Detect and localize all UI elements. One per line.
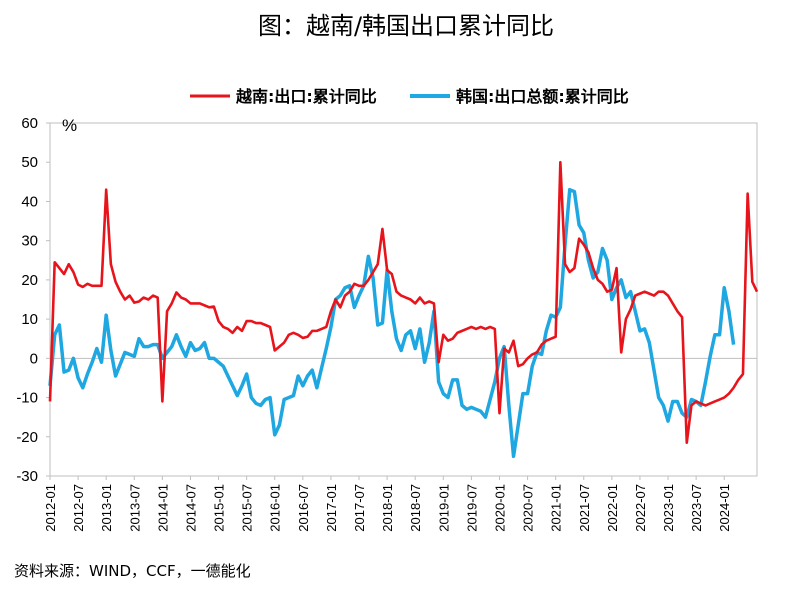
chart-title: 图：越南/韩国出口累计同比: [257, 12, 555, 40]
x-tick-label: 2014-07: [183, 484, 198, 532]
x-tick-label: 2020-07: [521, 484, 536, 532]
x-tick-label: 2018-07: [408, 484, 423, 532]
x-tick-label: 2020-01: [492, 484, 507, 532]
source-note: 资料来源：WIND，CCF，一德能化: [14, 562, 251, 580]
y-tick-label: -20: [16, 429, 38, 446]
y-tick-label: 10: [21, 311, 38, 328]
legend-label-korea: 韩国:出口总额:累计同比: [456, 87, 629, 106]
chart-series: [48, 160, 759, 459]
legend-label-vietnam: 越南:出口:累计同比: [235, 87, 377, 106]
x-tick-label: 2019-01: [436, 484, 451, 532]
x-tick-label: 2013-01: [99, 484, 114, 532]
x-tick-label: 2023-01: [661, 484, 676, 532]
chart-axes: 60 50 40 30 20 10 0 -10 -20 -30% 2012-01 2012-07 201…: [16, 115, 758, 532]
x-tick-label: 2022-07: [633, 484, 648, 532]
plot-frame: [49, 122, 758, 477]
x-tick-label: 2015-01: [212, 484, 227, 532]
y-tick-label: -10: [16, 390, 38, 407]
y-tick-label: -30: [16, 468, 38, 485]
x-tick-label: 2016-01: [268, 484, 283, 532]
x-tick-label: 2014-01: [155, 484, 170, 532]
y-tick-label: 50: [21, 154, 38, 171]
series-line-korea: [48, 187, 736, 459]
y-tick-label: 40: [21, 193, 38, 210]
y-tick-label: 30: [21, 233, 38, 250]
x-tick-label: 2013-07: [127, 484, 142, 532]
y-tick-label: 60: [21, 115, 38, 132]
x-tick-label: 2017-07: [352, 484, 367, 532]
series-line-vietnam: [48, 160, 759, 444]
x-tick-label: 2022-01: [605, 484, 620, 532]
x-tick-label: 2021-01: [549, 484, 564, 532]
x-tick-label: 2019-07: [464, 484, 479, 532]
chart-legend: 越南:出口:累计同比 韩国:出口总额:累计同比: [190, 87, 629, 106]
x-tick-label: 2012-01: [43, 484, 58, 532]
y-tick-label: 20: [21, 272, 38, 289]
x-tick-label: 2021-07: [577, 484, 592, 532]
x-tick-label: 2015-07: [240, 484, 255, 532]
y-tick-label: 0: [30, 350, 38, 367]
x-tick-label: 2017-01: [324, 484, 339, 532]
x-tick-label: 2012-07: [71, 484, 86, 532]
y-unit-label: %: [62, 116, 77, 135]
x-tick-label: 2023-07: [689, 484, 704, 532]
x-tick-label: 2016-07: [296, 484, 311, 532]
x-tick-label: 2018-01: [380, 484, 395, 532]
x-tick-label: 2024-01: [717, 484, 732, 532]
